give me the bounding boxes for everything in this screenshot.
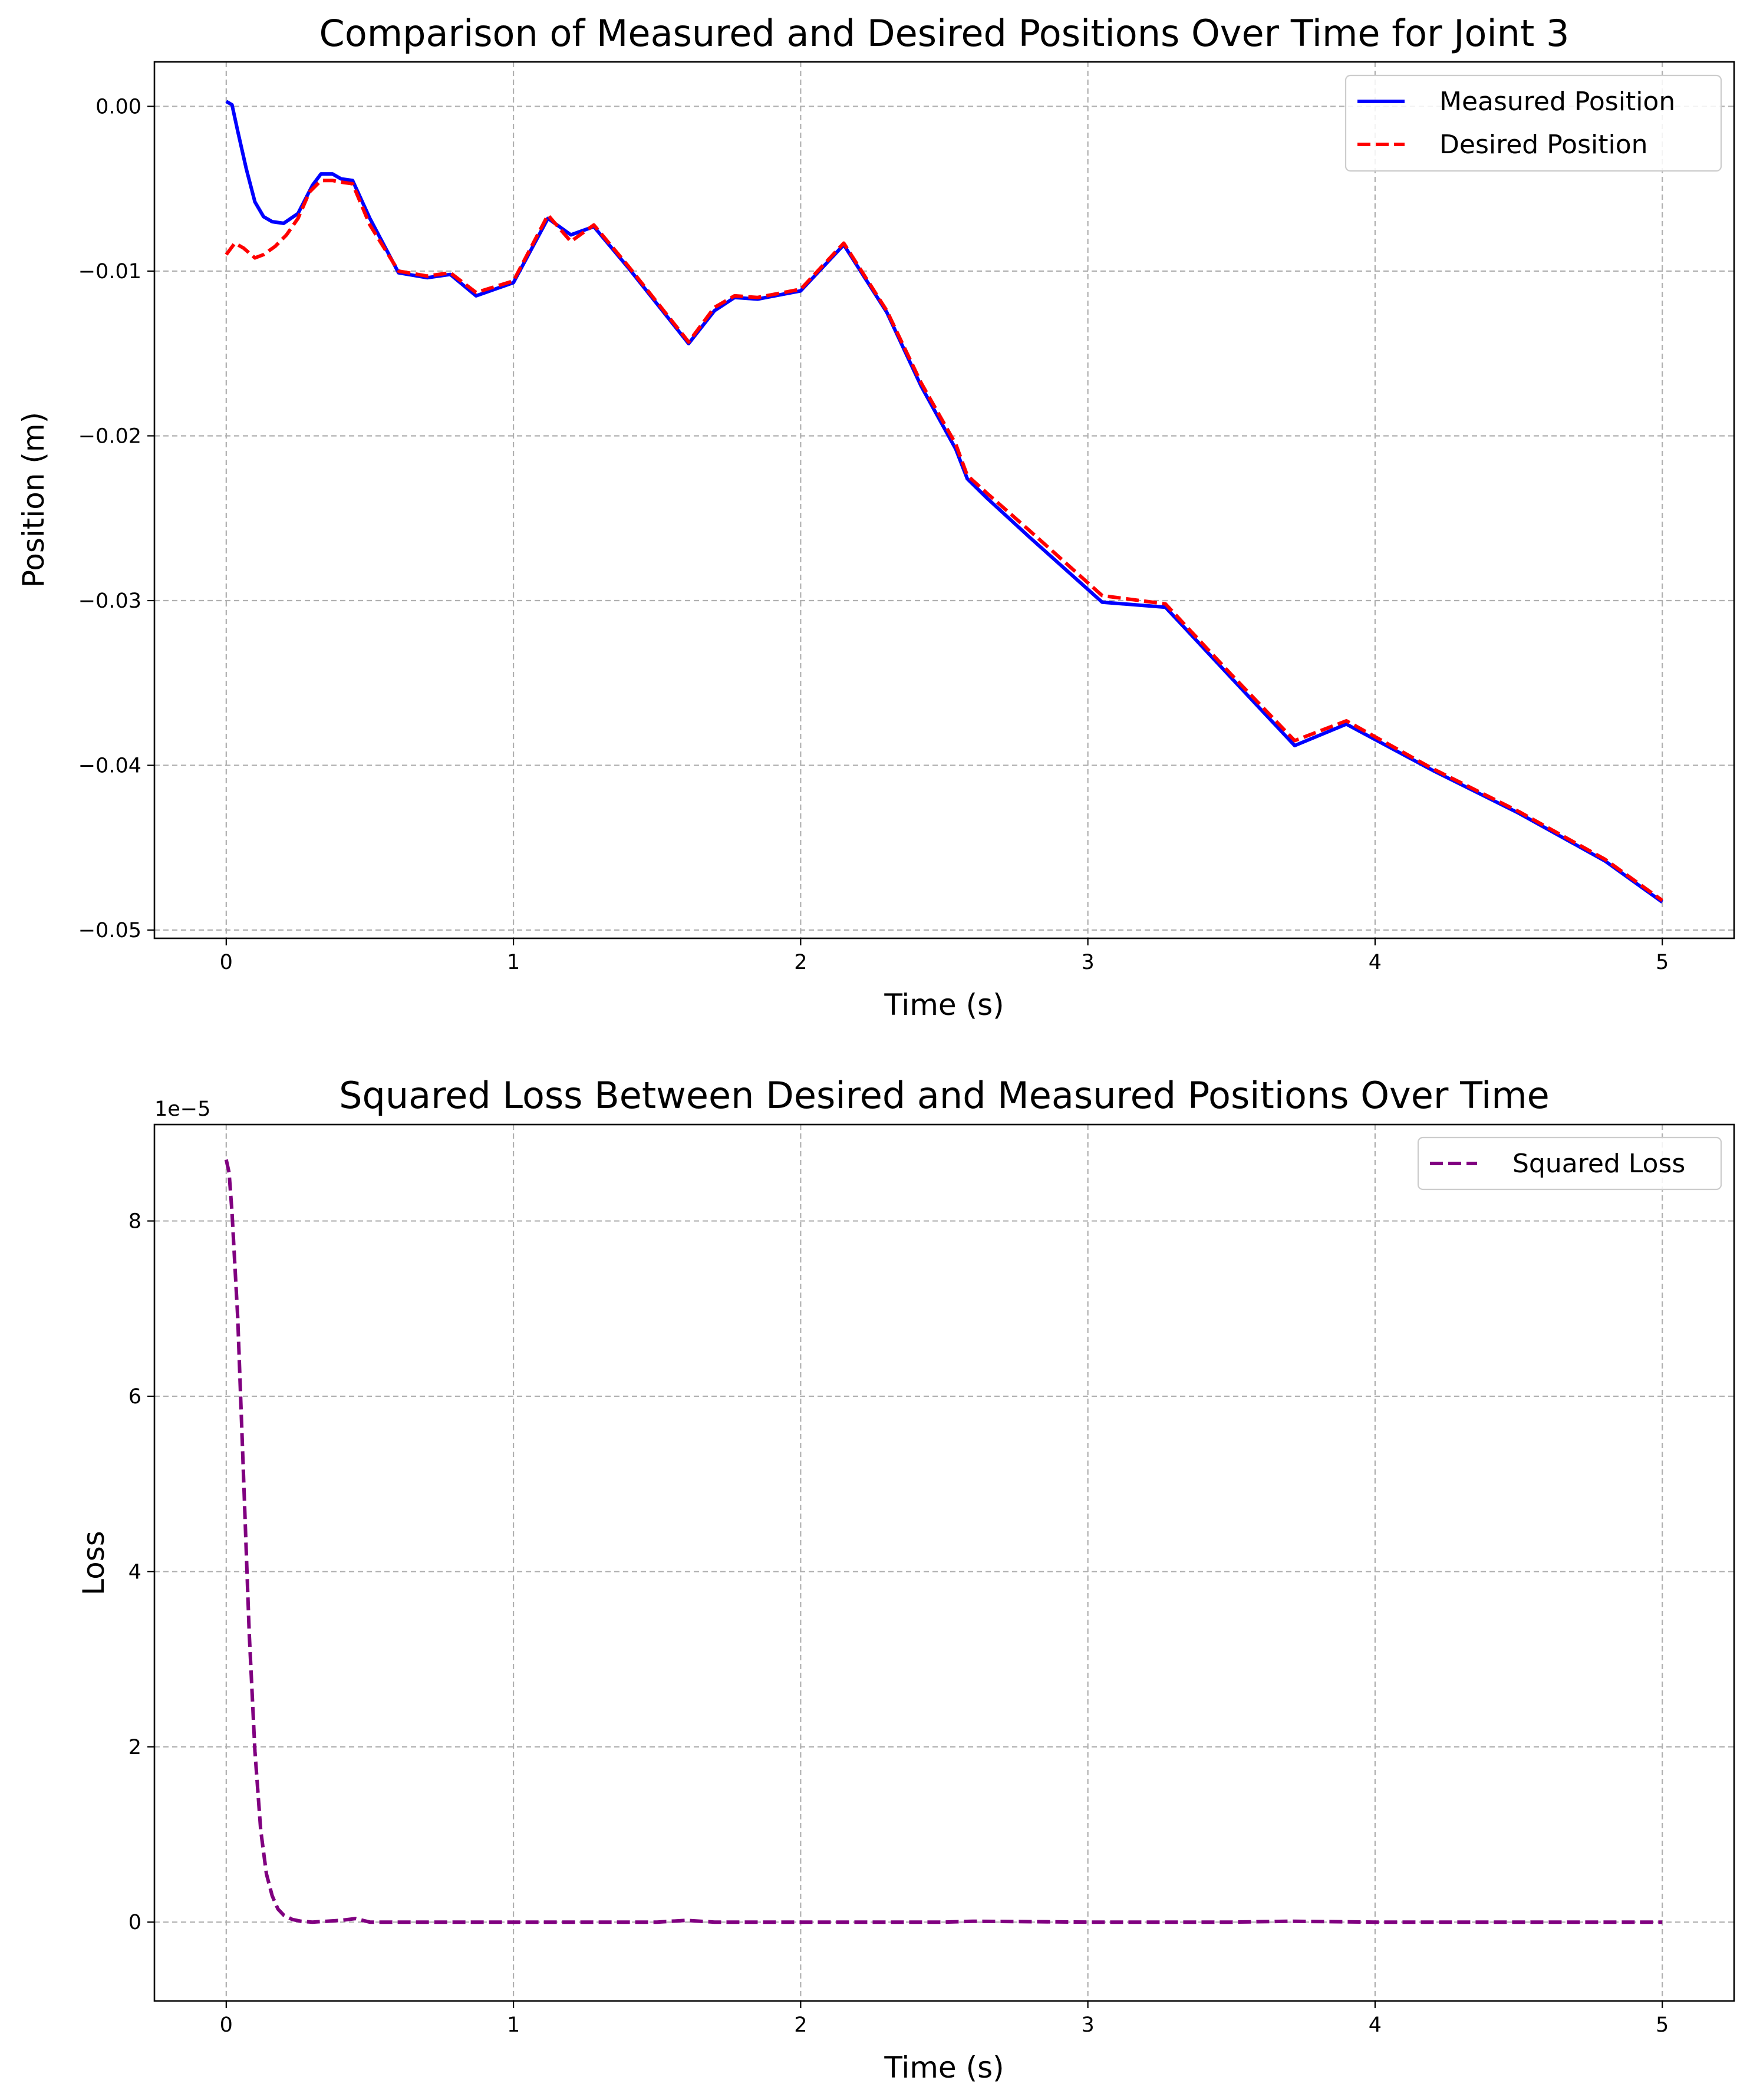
plot-area-frame: [153, 1123, 1735, 2002]
x-tick-label: 0: [220, 951, 233, 974]
squared-loss-chart: Squared Loss Between Desired and Measure…: [77, 1074, 1735, 2085]
x-tick-label: 1: [507, 2013, 520, 2037]
x-tick-label: 0: [220, 2013, 233, 2037]
legend: Squared Loss: [1417, 1136, 1722, 1191]
x-tick-label: 2: [794, 951, 807, 974]
plot-area-frame: [153, 61, 1735, 939]
y-tick-label: 2: [128, 1736, 141, 1759]
y-tick-label: 0: [128, 1911, 141, 1934]
grid-lines: [154, 1125, 1734, 2001]
y-tick-label: 6: [128, 1385, 141, 1409]
x-tick-label: 5: [1656, 951, 1669, 974]
x-tick-label: 4: [1369, 2013, 1382, 2037]
x-tick-label: 1: [507, 951, 520, 974]
y-tick-label: −0.05: [78, 919, 141, 942]
y-tick-label: 4: [128, 1560, 141, 1584]
x-tick-label: 2: [794, 2013, 807, 2037]
y-tick-label: −0.01: [78, 260, 141, 283]
x-axis-label: Time (s): [884, 2050, 1004, 2085]
series-desired-position: [225, 179, 1663, 902]
y-axis-label: Loss: [77, 1531, 111, 1595]
legend-frame: [1344, 74, 1722, 172]
legend: Measured Position Desired Position: [1344, 74, 1722, 172]
x-tick-label: 3: [1081, 951, 1094, 974]
axis-ticks: 0 1 2 3 4 5 0.00 −0.01 −0.02 −0.03 −0.04 −0.05: [78, 95, 1669, 974]
series-squared-loss: [224, 1159, 1663, 1924]
legend-frame: [1417, 1136, 1722, 1191]
y-tick-label: 8: [128, 1210, 141, 1234]
chart-title: Squared Loss Between Desired and Measure…: [339, 1074, 1550, 1117]
y-tick-label: −0.03: [78, 589, 141, 613]
series-lines: [225, 100, 1663, 904]
chart-title: Comparison of Measured and Desired Posit…: [319, 12, 1570, 55]
legend-label-loss: Squared Loss: [1512, 1149, 1685, 1179]
y-tick-label: −0.02: [78, 424, 141, 448]
y-tick-label: 0.00: [95, 95, 141, 118]
x-axis-label: Time (s): [884, 988, 1004, 1022]
x-tick-label: 5: [1656, 2013, 1669, 2037]
legend-label-desired: Desired Position: [1439, 130, 1648, 160]
position-comparison-chart: Comparison of Measured and Desired Posit…: [17, 12, 1735, 1022]
grid-lines: [154, 62, 1734, 938]
legend-label-measured: Measured Position: [1439, 87, 1675, 117]
axis-ticks: 0 1 2 3 4 5 0 2 4 6 8: [128, 1210, 1669, 2037]
y-axis-label: Position (m): [17, 412, 51, 588]
x-tick-label: 3: [1081, 2013, 1094, 2037]
series-lines: [224, 1159, 1663, 1924]
y-tick-label: −0.04: [78, 754, 141, 778]
y-axis-offset-text: 1e−5: [154, 1097, 210, 1121]
x-tick-label: 4: [1369, 951, 1382, 974]
